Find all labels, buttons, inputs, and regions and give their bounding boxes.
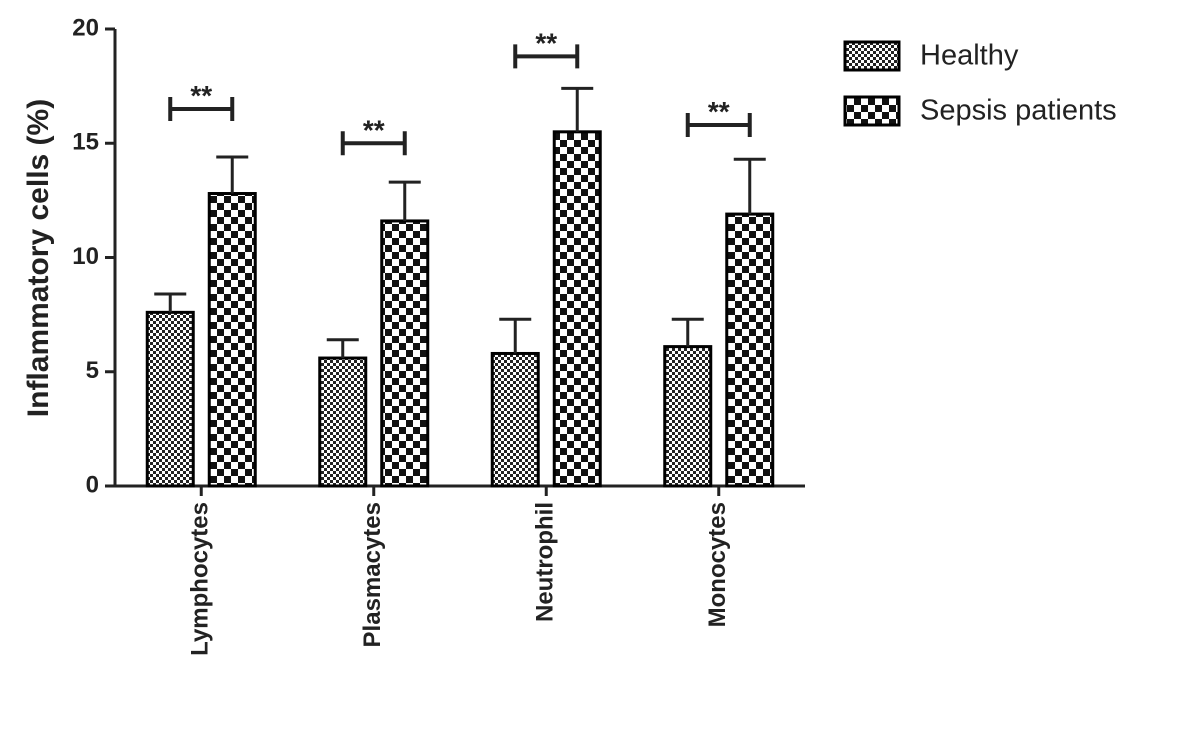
significance-bracket [513, 44, 580, 69]
bar [725, 212, 775, 488]
y-tick-label: 20 [72, 14, 99, 41]
legend-label: Sepsis patients [920, 95, 1117, 127]
significance-bracket [340, 131, 407, 156]
y-tick-label: 10 [72, 243, 99, 270]
significance-label: ** [363, 114, 385, 145]
significance-bracket [168, 96, 235, 121]
x-tick-label: Plasmacytes [359, 502, 386, 647]
x-tick-label: Neutrophil [532, 502, 559, 622]
y-tick-label: 15 [72, 129, 99, 156]
significance-label: ** [535, 27, 557, 58]
bar [207, 192, 257, 488]
y-tick-label: 0 [86, 471, 99, 498]
bar [490, 351, 540, 488]
legend-label: Healthy [920, 40, 1019, 72]
bar [552, 130, 602, 488]
y-axis-title: Inflammatory cells (%) [22, 99, 55, 417]
bar [145, 310, 195, 488]
significance-label: ** [708, 96, 730, 127]
legend-swatch [843, 40, 901, 72]
significance-label: ** [190, 80, 212, 111]
x-tick-label: Monocytes [704, 502, 731, 627]
x-tick-label: Lymphocytes [187, 502, 214, 656]
y-tick-label: 5 [86, 357, 99, 384]
bar [318, 356, 368, 488]
bar [380, 219, 430, 488]
legend-swatch [843, 95, 901, 127]
bar [663, 345, 713, 488]
significance-bracket [685, 112, 752, 137]
